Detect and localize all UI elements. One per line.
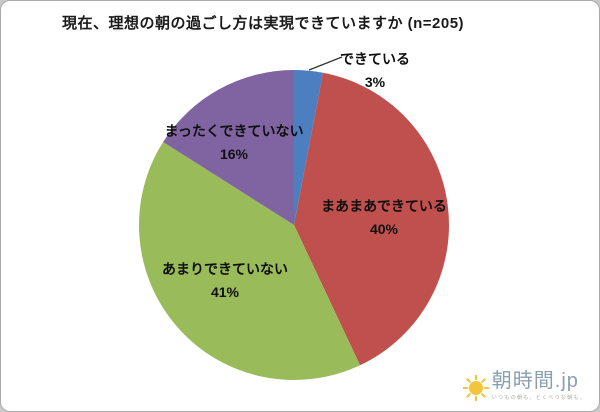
asajikan-logo: 朝時間.jp いつもの朝も、とくべつな朝も。 (462, 370, 586, 402)
slice-name: まったくできていない (164, 123, 304, 139)
sun-icon (462, 374, 490, 402)
logo-tagline: いつもの朝も、とくべつな朝も。 (491, 395, 586, 401)
slice-percent: 16% (219, 146, 249, 162)
pie-slice-0 (294, 70, 324, 225)
pie-slice-3 (163, 70, 294, 225)
slice-label-maamaa-dekiteiru: まあまあできている 40% (321, 195, 447, 241)
pie-slice-2 (139, 141, 360, 381)
slice-percent: 40% (369, 221, 399, 237)
slice-name: できている (340, 51, 410, 67)
slice-label-amari-dekiteinai: あまりできていない 41% (162, 258, 288, 304)
slice-label-dekiteiru: できている 3% (340, 48, 410, 94)
slice-label-mattaku-dekiteinai: まったくできていない 16% (164, 120, 303, 166)
leader-line (308, 56, 343, 71)
slice-name: まあまあできている (321, 198, 447, 214)
chart-title: 現在、理想の朝の過ごし方は実現できていますか (n=205) (61, 15, 465, 32)
pie-slice-1 (294, 72, 449, 366)
slice-name: あまりできていない (162, 261, 288, 277)
slice-percent: 3% (364, 74, 386, 90)
logo-brand-text: 朝時間.jp (491, 370, 579, 392)
slice-percent: 41% (210, 284, 240, 300)
